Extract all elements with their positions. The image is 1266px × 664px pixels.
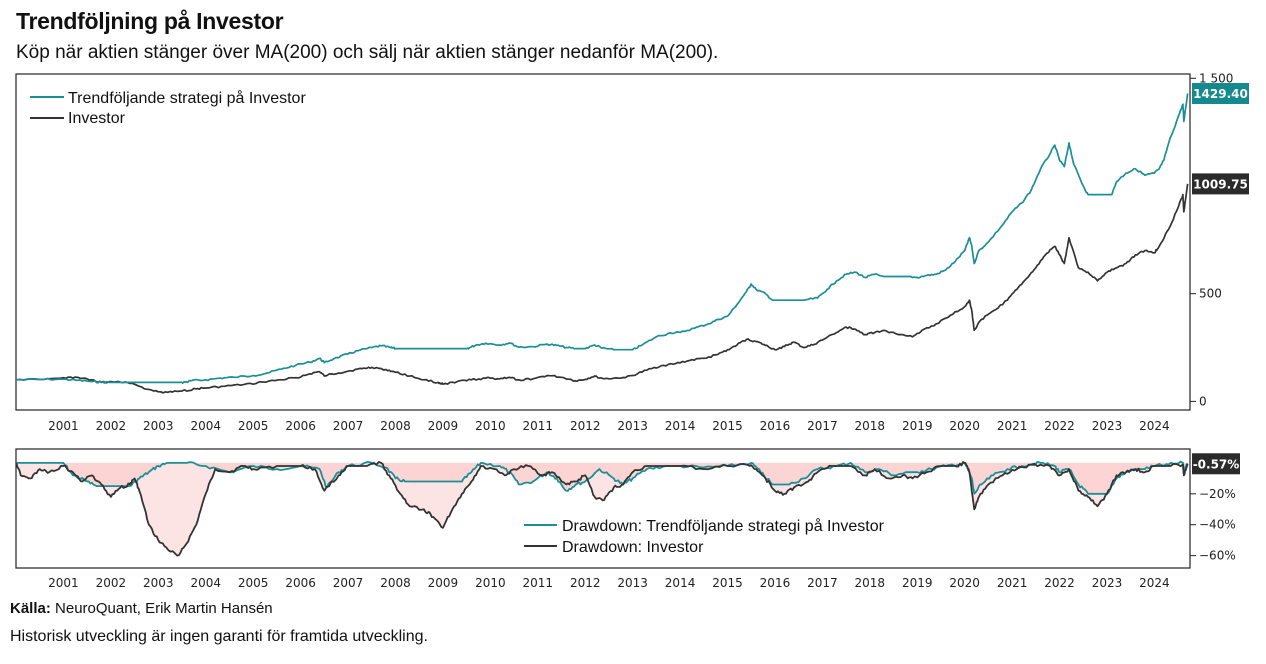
x-tick-label: 2009 [428,419,459,433]
last-value-badge-strategy [1192,453,1240,475]
source-label: Källa: [10,600,51,617]
series-line-investor [15,461,1189,557]
x-tick-label: 2023 [1092,419,1123,433]
x-tick-label: 2024 [1139,576,1170,590]
series-line-investor [15,183,1189,394]
x-tick-label: 2013 [617,576,648,590]
x-tick-label: 2019 [902,576,933,590]
x-tick-label: 2010 [475,576,506,590]
y-tick-label: 500 [1199,287,1222,301]
main-plot-frame [15,73,1191,411]
x-tick-label: 2021 [997,419,1028,433]
x-tick-label: 2003 [143,576,174,590]
x-tick-label: 2014 [665,419,696,433]
x-tick-label: 2012 [570,419,601,433]
x-tick-label: 2015 [712,419,743,433]
legend-label-dd-strategy: Drawdown: Trendföljande strategi på Inve… [562,517,885,535]
x-tick-label: 2001 [48,576,79,590]
source-line: Källa: NeuroQuant, Erik Martin Hansén [10,600,273,617]
x-tick-label: 2006 [285,576,316,590]
x-tick-label: 2001 [48,419,79,433]
y-tick-label: −20% [1199,487,1236,501]
x-tick-label: 2024 [1139,419,1170,433]
x-tick-label: 2002 [96,419,127,433]
legend-label-strategy: Trendföljande strategi på Investor [68,89,306,107]
drawdown-legend: Drawdown: Trendföljande strategi på Inve… [524,517,885,556]
last-value-badge-strategy [1192,83,1249,105]
chart-title: Trendföljning på Investor [16,8,284,34]
x-tick-label: 2021 [997,576,1028,590]
x-tick-label: 2002 [96,576,127,590]
x-tick-label: 2007 [333,419,364,433]
y-tick-label: 1 500 [1199,71,1233,85]
x-tick-label: 2015 [712,576,743,590]
x-tick-label: 2020 [949,576,980,590]
last-value-badge-investor [1192,173,1249,195]
x-tick-label: 2018 [855,576,886,590]
y-tick-label: 0 [1199,394,1207,408]
disclaimer: Historisk utveckling är ingen garanti fö… [10,628,428,645]
x-tick-label: 2017 [807,576,838,590]
y-tick-label: −40% [1199,518,1236,532]
chart-subtitle: Köp när aktien stänger över MA(200) och … [16,42,719,63]
x-tick-label: 2010 [475,419,506,433]
x-tick-label: 2005 [238,419,269,433]
x-tick-label: 2007 [333,576,364,590]
x-tick-label: 2014 [665,576,696,590]
drawdown-area-strategy [16,462,1188,494]
x-tick-label: 2016 [760,419,791,433]
x-tick-label: 2018 [855,419,886,433]
x-tick-label: 2017 [807,419,838,433]
source-text: NeuroQuant, Erik Martin Hansén [55,600,273,617]
x-tick-label: 2011 [523,576,554,590]
x-tick-label: 2011 [523,419,554,433]
y-tick-label: −60% [1199,549,1236,563]
last-value-label: -0.57% [1193,457,1240,471]
x-tick-label: 2008 [380,576,411,590]
main-legend: Trendföljande strategi på Investor Inves… [30,89,306,127]
x-tick-label: 2005 [238,576,269,590]
x-tick-label: 2004 [190,576,221,590]
last-value-label: 1009.75 [1193,177,1248,191]
last-value-label: 1429.40 [1193,87,1248,101]
x-tick-label: 2009 [428,576,459,590]
x-tick-label: 2016 [760,576,791,590]
x-tick-label: 2006 [285,419,316,433]
x-tick-label: 2003 [143,419,174,433]
x-tick-label: 2013 [617,419,648,433]
x-tick-label: 2019 [902,419,933,433]
legend-label-investor: Investor [68,110,126,127]
x-tick-label: 2023 [1092,576,1123,590]
x-tick-label: 2012 [570,576,601,590]
x-tick-label: 2022 [1044,419,1075,433]
x-tick-label: 2008 [380,419,411,433]
x-tick-label: 2022 [1044,576,1075,590]
series-line-strategy [16,93,1189,384]
x-tick-label: 2004 [190,419,221,433]
x-tick-label: 2020 [949,419,980,433]
legend-label-dd-investor: Drawdown: Investor [562,539,704,556]
